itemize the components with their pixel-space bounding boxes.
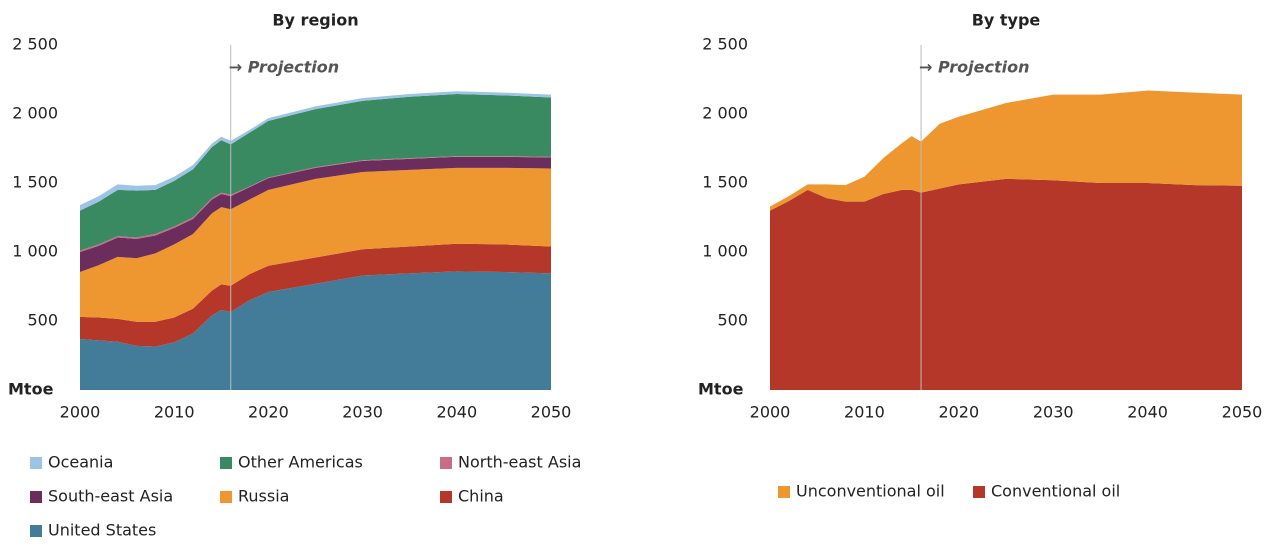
y-tick-label: 1 000 <box>12 242 58 261</box>
y-tick-label: 2 500 <box>702 35 748 54</box>
x-tick-label: 2020 <box>938 403 979 422</box>
x-tick-label: 2040 <box>1127 403 1168 422</box>
y-tick-label: 2 500 <box>12 35 58 54</box>
x-tick-label: 2020 <box>248 403 289 422</box>
area <box>80 243 551 347</box>
legend-label: Oceania <box>48 453 113 472</box>
y-tick-label: 1 500 <box>702 173 748 192</box>
legend-swatch <box>30 491 42 503</box>
legend-label: United States <box>48 521 156 540</box>
x-tick-label: 2030 <box>342 403 383 422</box>
legend-label: China <box>458 487 504 506</box>
legend-swatch <box>220 457 232 469</box>
x-tick-label: 2030 <box>1033 403 1074 422</box>
y-axis-label: Mtoe <box>8 380 54 399</box>
x-tick-label: 2010 <box>844 403 885 422</box>
y-tick-label: 500 <box>717 311 748 330</box>
area <box>770 178 1242 390</box>
x-tick-label: 2050 <box>1222 403 1263 422</box>
y-tick-label: 500 <box>27 311 58 330</box>
legend-swatch <box>30 457 42 469</box>
legend-swatch <box>30 525 42 537</box>
x-tick-label: 2010 <box>154 403 195 422</box>
annotation: → Projection <box>229 58 339 77</box>
annotation: → Projection <box>919 58 1029 77</box>
y-tick-label: 2 000 <box>12 104 58 123</box>
area <box>770 90 1242 211</box>
legend-swatch <box>778 486 790 498</box>
x-tick-label: 2000 <box>60 403 101 422</box>
x-tick-label: 2000 <box>750 403 791 422</box>
x-tick-label: 2050 <box>531 403 572 422</box>
area <box>80 167 551 322</box>
legend-swatch <box>440 491 452 503</box>
area <box>80 93 551 251</box>
x-tick-label: 2040 <box>436 403 477 422</box>
legend-label: South-east Asia <box>48 487 173 506</box>
y-tick-label: 1 500 <box>12 173 58 192</box>
legend-swatch <box>220 491 232 503</box>
y-axis-label: Mtoe <box>698 380 744 399</box>
chart-title: By region <box>272 11 358 30</box>
legend-swatch <box>973 486 985 498</box>
legend-label: North-east Asia <box>458 453 581 472</box>
legend-label: Conventional oil <box>991 482 1120 501</box>
y-tick-label: 1 000 <box>702 242 748 261</box>
chart-title: By type <box>972 11 1041 30</box>
y-tick-label: 2 000 <box>702 104 748 123</box>
legend-label: Unconventional oil <box>796 482 945 501</box>
legend-label: Russia <box>238 487 289 506</box>
legend-label: Other Americas <box>238 453 363 472</box>
legend-swatch <box>440 457 452 469</box>
area <box>80 271 551 390</box>
